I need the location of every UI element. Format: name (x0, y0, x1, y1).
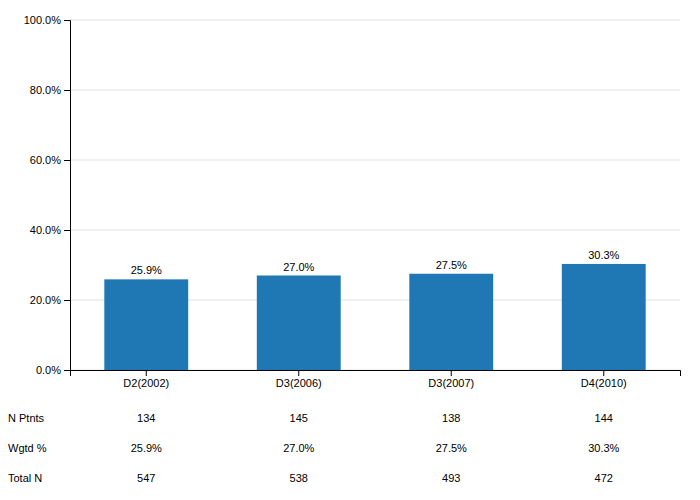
table-cell: 547 (137, 472, 155, 484)
axis-line (71, 371, 681, 377)
table-cell: 145 (290, 412, 308, 424)
tick-label: D2(2002) (123, 377, 169, 389)
tick-label: 0.0% (36, 364, 61, 376)
grid-line (70, 230, 680, 231)
grid (70, 20, 680, 370)
data-label: 27.5% (436, 259, 467, 271)
table-cell: 27.5% (436, 442, 467, 454)
tick-label: 40.0% (30, 224, 61, 236)
tick-mark (64, 20, 70, 21)
table-cell: 134 (137, 412, 155, 424)
table-row: Wgtd % 25.9% 27.0% 27.5% 30.3% (8, 442, 620, 454)
tick: 60.0% (30, 154, 70, 166)
tick-mark (451, 370, 452, 376)
table-cell: 493 (442, 472, 460, 484)
table-row-label: Total N (8, 472, 42, 484)
table-row-label: N Ptnts (8, 412, 45, 424)
table-row-label: Wgtd % (8, 442, 47, 454)
tick: D3(2007) (428, 370, 474, 389)
tick-mark (64, 300, 70, 301)
table-cell: 472 (595, 472, 613, 484)
table-row: Total N 547 538 493 472 (8, 472, 613, 484)
data-label: 27.0% (283, 261, 314, 273)
table-cell: 538 (290, 472, 308, 484)
grid-line (70, 20, 680, 21)
tick-label: 80.0% (30, 84, 61, 96)
tick-mark (64, 230, 70, 231)
table-cell: 30.3% (588, 442, 619, 454)
tick: D2(2002) (123, 370, 169, 389)
tick: 100.0% (24, 14, 70, 26)
bar (104, 279, 188, 370)
grid-line (70, 160, 680, 161)
table-row: N Ptnts 134 145 138 144 (8, 412, 613, 424)
tick-mark (603, 370, 604, 376)
bar (257, 276, 341, 371)
tick-label: D3(2006) (276, 377, 322, 389)
data-labels: 25.9% 27.0% 27.5% 30.3% (131, 249, 620, 276)
chart: 0.0% 20.0% 40.0% 60.0% 80.0% 100.0% D2(2002) D3… (0, 0, 700, 500)
tick: D4(2010) (581, 370, 627, 389)
tick-mark (64, 90, 70, 91)
tick: 20.0% (30, 294, 70, 306)
tick-label: 100.0% (24, 14, 62, 26)
tick: 80.0% (30, 84, 70, 96)
tick-mark (298, 370, 299, 376)
table: N Ptnts 134 145 138 144 Wgtd % 25.9% 27.0% 27.5%… (8, 412, 620, 484)
tick-label: D4(2010) (581, 377, 627, 389)
table-cell: 138 (442, 412, 460, 424)
tick-mark (146, 370, 147, 376)
data-label: 30.3% (588, 249, 619, 261)
bar (409, 274, 493, 370)
table-cell: 27.0% (283, 442, 314, 454)
tick-mark (64, 160, 70, 161)
tick: 40.0% (30, 224, 70, 236)
bar (562, 264, 646, 370)
bars (104, 264, 645, 370)
tick: 0.0% (36, 364, 70, 376)
x-axis: D2(2002) D3(2006) D3(2007) D4(2010) (71, 370, 681, 389)
tick-mark (64, 370, 70, 371)
table-cell: 144 (595, 412, 613, 424)
tick-label: 60.0% (30, 154, 61, 166)
table-cell: 25.9% (131, 442, 162, 454)
plot: 0.0% 20.0% 40.0% 60.0% 80.0% 100.0% D2(2002) D3… (24, 14, 681, 389)
data-label: 25.9% (131, 264, 162, 276)
grid-line (70, 90, 680, 91)
tick: D3(2006) (276, 370, 322, 389)
tick-label: D3(2007) (428, 377, 474, 389)
y-axis: 0.0% 20.0% 40.0% 60.0% 80.0% 100.0% (24, 14, 71, 376)
tick-label: 20.0% (30, 294, 61, 306)
axis-line (64, 21, 71, 371)
